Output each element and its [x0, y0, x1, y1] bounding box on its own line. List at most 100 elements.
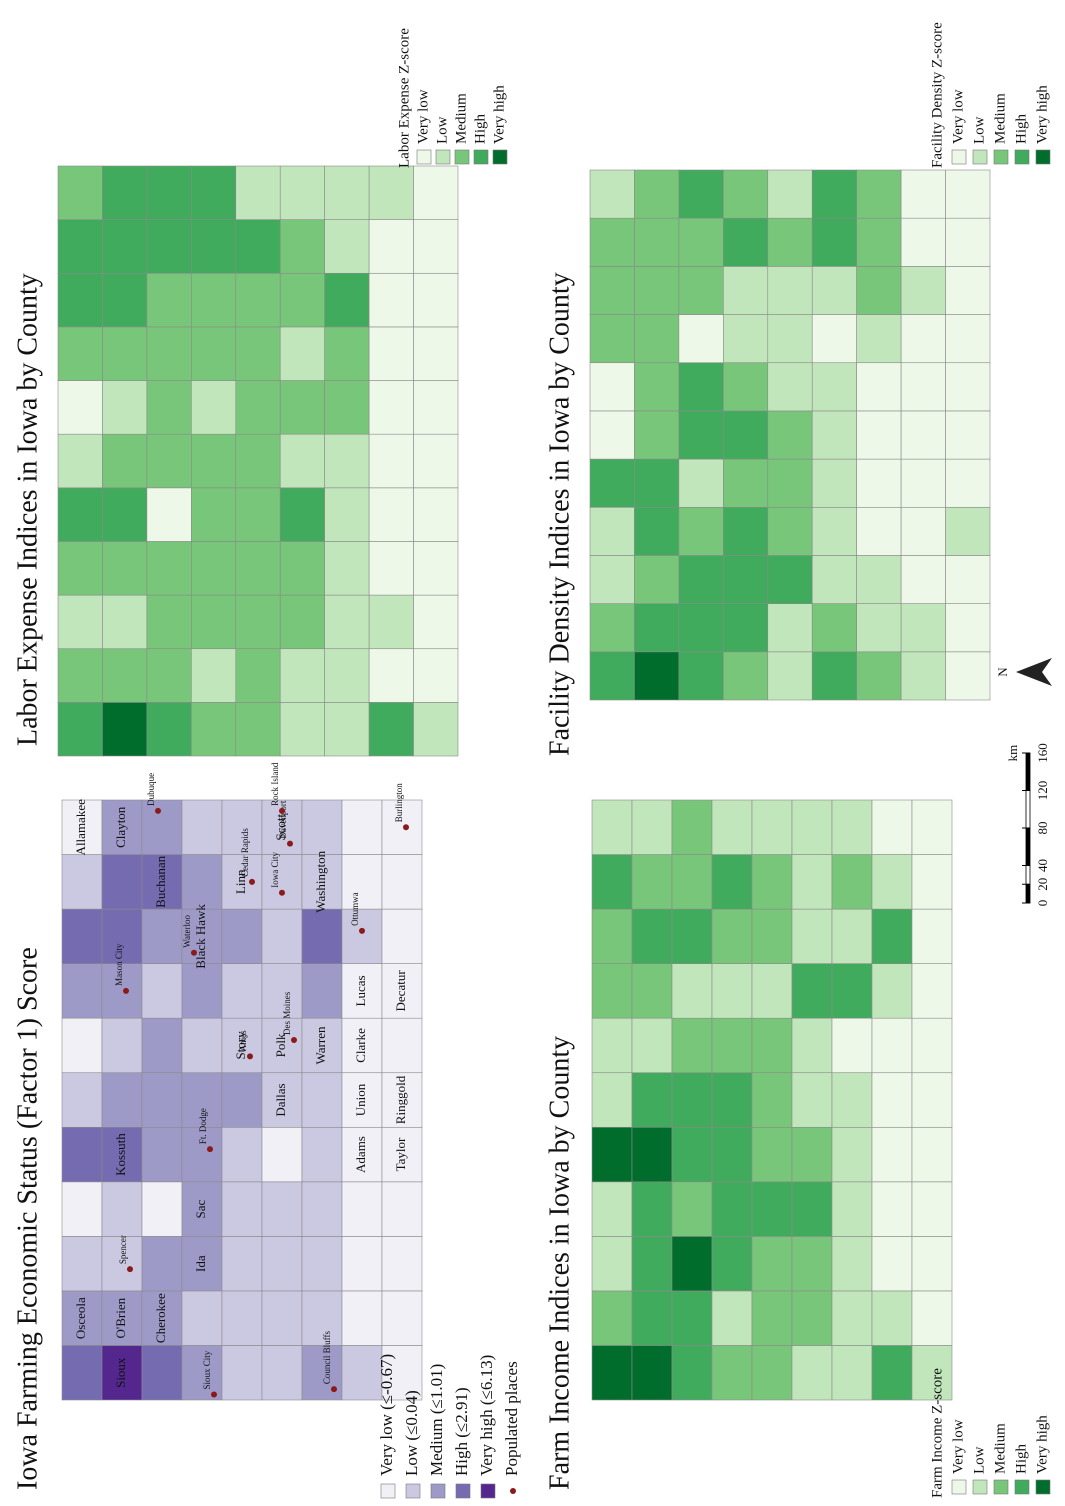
county-label: Allamakee [73, 799, 88, 856]
county [811, 169, 857, 219]
county [324, 433, 370, 489]
county [791, 854, 833, 910]
panel-title: Farm Income Indices in Iowa by County [544, 1036, 575, 1490]
county [591, 963, 633, 1019]
county [791, 1072, 833, 1128]
county [831, 1017, 873, 1074]
county [811, 314, 857, 364]
county [791, 1290, 833, 1346]
county [711, 1126, 753, 1183]
county [767, 169, 813, 219]
legend-label: Very high (≤6.13) [477, 1355, 496, 1476]
county [871, 963, 913, 1019]
county-label: Adams [353, 1136, 368, 1173]
county [221, 1236, 263, 1292]
county [221, 1345, 263, 1401]
scale-label: 0 [1035, 900, 1050, 907]
county [723, 217, 769, 267]
county [767, 266, 813, 315]
county [181, 799, 223, 855]
county [146, 326, 192, 381]
north-label: N [995, 667, 1010, 677]
county [751, 1181, 793, 1237]
county [102, 594, 148, 650]
county [589, 410, 635, 460]
county [856, 266, 902, 315]
county-label: Scott [273, 814, 288, 841]
county [341, 908, 383, 964]
county [589, 603, 635, 653]
county [235, 433, 281, 489]
county [279, 702, 325, 757]
legend-swatch [480, 1483, 496, 1499]
county [856, 314, 902, 364]
legend-label: Low [434, 116, 450, 144]
county [235, 541, 281, 596]
county [413, 433, 459, 489]
county [301, 908, 343, 964]
county [811, 506, 857, 556]
county [767, 506, 813, 556]
county [368, 487, 414, 542]
county [301, 963, 343, 1019]
county [368, 541, 414, 596]
county [751, 1017, 793, 1074]
county [831, 963, 873, 1019]
county [871, 854, 913, 910]
county [678, 603, 724, 653]
legend-label: High [1013, 1444, 1029, 1475]
county [791, 908, 833, 964]
county [591, 1126, 633, 1183]
county [634, 266, 680, 315]
county [191, 219, 237, 274]
county [871, 1126, 913, 1183]
county [368, 219, 414, 274]
legend-swatch [1014, 1479, 1030, 1495]
county [831, 799, 873, 855]
county [911, 1017, 953, 1074]
county [261, 908, 303, 964]
county [767, 458, 813, 508]
county-label: Buchanan [153, 855, 168, 907]
scale-label: 160 [1035, 743, 1050, 763]
county [102, 380, 148, 435]
place-label: Waterloo [182, 914, 192, 947]
county [381, 1017, 423, 1074]
county-map [61, 799, 423, 1401]
county [181, 1017, 223, 1074]
place-dot [247, 1053, 253, 1060]
county [146, 541, 192, 596]
county [381, 908, 423, 964]
county [631, 1072, 673, 1128]
county [102, 648, 148, 703]
county [791, 1181, 833, 1237]
county [221, 1126, 263, 1183]
county [945, 603, 991, 653]
county [146, 648, 192, 703]
scale-label: 120 [1035, 781, 1050, 801]
county [191, 648, 237, 703]
place-dot [207, 1146, 213, 1153]
county [767, 555, 813, 604]
county [911, 799, 953, 855]
county [413, 165, 459, 220]
county [791, 1345, 833, 1401]
county [324, 219, 370, 274]
county [634, 314, 680, 364]
legend-label: Medium (≤1.01) [427, 1364, 446, 1476]
county [146, 702, 192, 757]
county [324, 326, 370, 381]
place-label: Spencer [118, 1235, 128, 1264]
county [589, 314, 635, 364]
county [146, 165, 192, 220]
county-label: Union [353, 1083, 368, 1116]
county [221, 1290, 263, 1346]
county-label: Ringgold [393, 1075, 408, 1124]
county [634, 217, 680, 267]
county [856, 651, 902, 701]
place-label: Iowa City [270, 851, 280, 887]
county [191, 594, 237, 650]
county [324, 541, 370, 596]
county [181, 1290, 223, 1346]
county [631, 1345, 673, 1401]
